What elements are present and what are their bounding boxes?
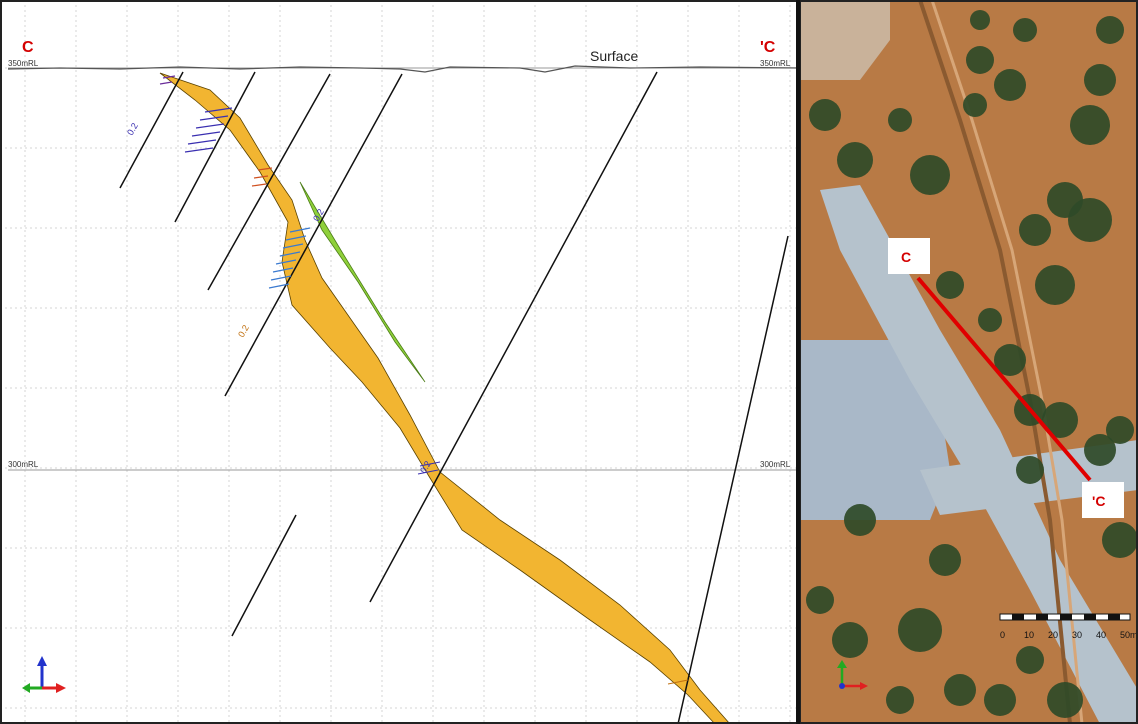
tree	[984, 684, 1016, 716]
tree	[809, 99, 841, 131]
secondary-lens	[299, 181, 426, 383]
assay-annotations	[159, 75, 689, 685]
section-line	[916, 276, 1092, 482]
tree	[910, 155, 950, 195]
tree	[1047, 682, 1083, 718]
rl-label-300-left: 300mRL	[8, 460, 39, 469]
surface-label: Surface	[590, 48, 638, 64]
tree	[1102, 522, 1138, 558]
section-end-label: 'C	[760, 39, 776, 56]
cleared-pad	[800, 0, 890, 80]
tree	[936, 271, 964, 299]
tree	[1106, 416, 1134, 444]
tree	[1013, 18, 1037, 42]
section-start-label: C	[22, 39, 34, 56]
axis-gizmo-icon	[22, 656, 66, 693]
tree	[963, 93, 987, 117]
drill-hole	[369, 71, 658, 603]
cleared-pad	[800, 340, 950, 520]
tree	[929, 544, 961, 576]
drill-hole	[174, 71, 256, 223]
tree	[837, 142, 873, 178]
cross-section-view: 0.2 0.2 0.2 0.2 C 'C Surface 350mRL 350m…	[0, 0, 800, 724]
rl-label-350-left: 350mRL	[8, 59, 39, 68]
scale-tick-label: 30	[1072, 630, 1082, 640]
scale-tick-label: 0	[1000, 630, 1005, 640]
tree	[966, 46, 994, 74]
scale-tick-label: 50m	[1120, 630, 1138, 640]
scale-bar: 0 10 20 30 40 50m	[999, 613, 1138, 640]
drill-hole	[119, 71, 184, 189]
map-end-label-box	[1082, 482, 1124, 518]
scale-tick-label: 10	[1024, 630, 1034, 640]
tree	[832, 622, 868, 658]
section-background	[0, 0, 800, 724]
tree	[1019, 214, 1051, 246]
tree	[1068, 198, 1112, 242]
tree	[994, 69, 1026, 101]
map-frame	[800, 0, 1138, 724]
tree	[978, 308, 1002, 332]
assay-ticks-blue	[417, 461, 441, 475]
scale-tick-label: 20	[1048, 630, 1058, 640]
tree	[1096, 16, 1124, 44]
tree	[1084, 434, 1116, 466]
drill-hole	[224, 73, 403, 397]
map-start-label-box	[888, 238, 930, 274]
tree	[898, 608, 942, 652]
tree	[1070, 105, 1110, 145]
assay-ticks-blue	[184, 107, 233, 153]
drill-hole	[207, 73, 331, 291]
assay-ticks-cyan	[268, 227, 311, 289]
panel-divider	[796, 0, 800, 724]
surface-topography	[7, 65, 800, 73]
tree	[994, 344, 1026, 376]
drill-hole	[677, 235, 789, 724]
location-map: C 'C 0 10 20 30 40 50m	[800, 0, 1138, 724]
tree	[1035, 265, 1075, 305]
assay-ticks-orange	[251, 167, 273, 187]
axis-gizmo-icon	[837, 660, 868, 690]
tree	[1016, 456, 1044, 484]
rl-label-300-right: 300mRL	[760, 460, 791, 469]
rl-label-350-right: 350mRL	[760, 59, 791, 68]
drill-hole	[231, 514, 297, 637]
track	[918, 0, 1072, 724]
map-start-label: C	[901, 249, 911, 265]
assay-ticks-purple	[159, 75, 176, 85]
drill-holes	[119, 71, 789, 724]
scale-tick-label: 40	[1096, 630, 1106, 640]
tree	[1016, 646, 1044, 674]
tree	[1084, 64, 1116, 96]
tree	[886, 686, 914, 714]
tree	[844, 504, 876, 536]
tree	[806, 586, 834, 614]
map-end-label: 'C	[1092, 493, 1105, 509]
assay-ticks-orange	[667, 679, 689, 685]
tree	[888, 108, 912, 132]
tree	[1042, 402, 1078, 438]
tree	[970, 10, 990, 30]
tree	[944, 674, 976, 706]
